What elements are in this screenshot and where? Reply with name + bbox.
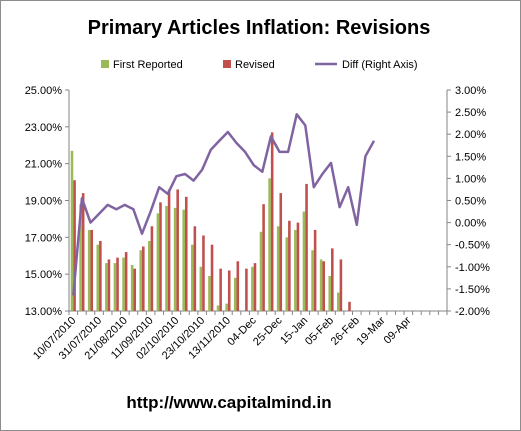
first-reported-bar [165, 206, 168, 311]
first-reported-bar [285, 237, 289, 311]
first-reported-bar [225, 303, 228, 311]
revised-bar [210, 244, 214, 311]
left-tick-label: 13.00% [25, 306, 63, 318]
x-tick-label: 09-Apr [382, 314, 414, 346]
revised-bar [253, 263, 257, 311]
plot-area: 13.00% 15.00% 17.00% 19.00% 21.00% 23.00% 25.0… [25, 85, 490, 362]
first-reported-bar [156, 213, 160, 311]
first-reported-bar [70, 150, 74, 311]
first-reported-bar [199, 266, 203, 311]
left-tick-label: 19.00% [25, 196, 63, 208]
x-tick-label: 25-Dec [251, 314, 285, 348]
first-reported-bar [251, 266, 254, 311]
revised-bar [236, 261, 240, 311]
first-reported-bar [294, 229, 297, 311]
legend-label-first-reported: First Reported [113, 59, 183, 71]
first-reported-bar [302, 211, 306, 311]
revised-bar [245, 268, 248, 311]
left-tick-label: 15.00% [25, 269, 63, 281]
left-tick-label: 21.00% [25, 159, 63, 171]
revised-bar [270, 132, 274, 311]
revised-bar [159, 202, 162, 311]
right-tick-label: 2.00% [455, 129, 486, 141]
right-tick-label: 1.50% [455, 151, 486, 163]
first-reported-bar [190, 244, 194, 311]
first-reported-bar [276, 226, 280, 311]
revised-bar [262, 204, 265, 311]
revised-bar [116, 257, 119, 311]
revised-bar [219, 268, 222, 311]
first-reported-bar [311, 250, 314, 311]
legend-swatch-first-reported [101, 60, 109, 68]
revised-bar [227, 270, 231, 311]
revised-bar [73, 180, 76, 311]
legend-label-diff: Diff (Right Axis) [342, 59, 418, 71]
revised-bar [133, 268, 137, 311]
first-reported-bar [233, 277, 237, 311]
revised-bar [202, 235, 205, 311]
revised-bar [81, 193, 85, 311]
legend: First Reported Revised Diff (Right Axis) [101, 59, 418, 71]
first-reported-bar [208, 276, 211, 311]
right-tick-label: -1.00% [455, 262, 490, 274]
chart-title: Primary Articles Inflation: Revisions [88, 17, 431, 39]
footer-url: http://www.capitalmind.in [126, 393, 331, 412]
right-tick-label: -1.50% [455, 284, 490, 296]
revised-bar [176, 189, 179, 311]
revised-bar [313, 229, 317, 311]
first-reported-bar [122, 257, 125, 311]
revised-bar [322, 261, 326, 311]
first-reported-bar [337, 292, 340, 311]
revised-bar [305, 183, 308, 311]
first-reported-bar [268, 178, 271, 311]
diff-line [72, 113, 376, 296]
revised-bar [288, 220, 291, 311]
left-tick-label: 23.00% [25, 122, 63, 134]
revised-bar [107, 259, 111, 311]
first-reported-bar [173, 207, 177, 311]
revised-bar [279, 193, 283, 311]
revised-bar [331, 248, 334, 311]
first-reported-bar [96, 244, 100, 311]
x-tick-label: 19-Mar [355, 314, 388, 347]
right-tick-label: 2.50% [455, 107, 486, 119]
legend-label-revised: Revised [235, 59, 275, 71]
revised-bar [296, 222, 300, 311]
first-reported-bar [148, 241, 151, 311]
first-reported-bar [113, 263, 117, 311]
revised-bar [339, 259, 343, 311]
first-reported-bar [87, 229, 91, 311]
left-tick-label: 25.00% [25, 85, 63, 97]
revised-bar [150, 226, 154, 311]
first-reported-bar [328, 276, 332, 311]
right-tick-label: -2.00% [455, 306, 490, 318]
first-reported-bar [216, 305, 220, 311]
revised-bar [348, 301, 351, 311]
revised-bar [90, 229, 94, 311]
revised-bar [193, 226, 197, 311]
first-reported-bar [259, 231, 263, 311]
right-tick-label: -0.50% [455, 240, 490, 252]
right-tick-label: 1.00% [455, 173, 486, 185]
right-tick-label: 0.50% [455, 196, 486, 208]
revised-bar [167, 189, 171, 311]
right-tick-label: 3.00% [455, 85, 486, 97]
first-reported-bar [79, 204, 82, 311]
legend-swatch-revised [223, 60, 231, 68]
first-reported-bar [105, 263, 108, 311]
revised-bar [99, 241, 102, 311]
revised-bar [142, 246, 145, 311]
right-tick-label: 0.00% [455, 218, 486, 230]
revised-bar [124, 252, 128, 311]
first-reported-bar [139, 250, 143, 311]
first-reported-bar [130, 264, 134, 311]
revised-bar [184, 196, 188, 311]
first-reported-bar [182, 209, 185, 311]
first-reported-bar [319, 259, 323, 311]
left-tick-label: 17.00% [25, 232, 63, 244]
